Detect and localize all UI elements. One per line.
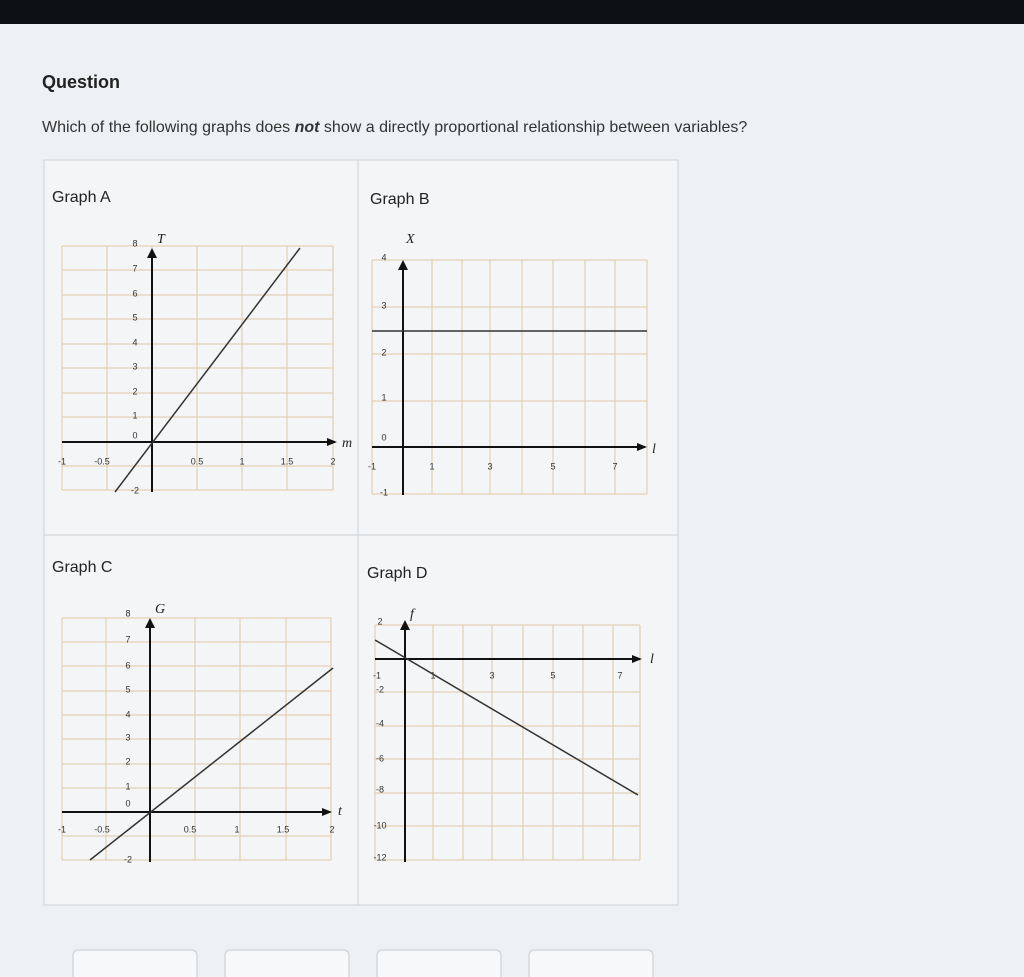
y-tick-label: 3 [125, 732, 130, 742]
y-tick-label: 5 [125, 684, 130, 694]
x-tick-label: -0.5 [94, 824, 110, 834]
answer-buttons [72, 949, 654, 977]
x-tick-label: -1 [373, 670, 381, 680]
y-tick-label: 0 [381, 432, 386, 442]
y-tick-label: -2 [376, 684, 384, 694]
y-tick-label: -1 [380, 487, 388, 497]
y-tick-label: 1 [132, 410, 137, 420]
x-tick-label: -1 [58, 824, 66, 834]
y-tick-label: -4 [376, 718, 384, 728]
x-tick-label: 1.5 [277, 824, 290, 834]
y-tick-label: -12 [373, 852, 386, 862]
answer-button[interactable] [528, 949, 654, 977]
graph-title: Graph A [52, 189, 111, 206]
y-axis-arrow [398, 260, 408, 270]
y-tick-label: 4 [381, 252, 386, 262]
graph: Graph B Xl 4 3 2 1 0 -1 -1 1 3 5 7 [368, 191, 656, 497]
x-tick-label: 0.5 [191, 456, 204, 466]
y-tick-label: 1 [125, 781, 130, 791]
y-tick-label: -2 [124, 854, 132, 864]
x-tick-label: 1 [429, 461, 434, 471]
x-tick-label: 7 [617, 670, 622, 680]
y-tick-label: 2 [125, 756, 130, 766]
y-tick-label: 1 [381, 392, 386, 402]
x-tick-label: 5 [550, 461, 555, 471]
x-tick-label: 3 [489, 670, 494, 680]
x-tick-label: -1 [58, 456, 66, 466]
y-tick-label: 6 [125, 660, 130, 670]
x-axis-label: l [652, 442, 656, 457]
graph: Graph C Gt 8 7 6 5 4 3 2 1 0 -2 -1 -0.5 0.5 1 1.5 2 [52, 559, 343, 864]
y-tick-label: 4 [132, 337, 137, 347]
prompt-text: Which of the following graphs does [42, 119, 290, 136]
y-tick-label: 8 [125, 608, 130, 618]
answer-button[interactable] [72, 949, 198, 977]
prompt-text: show a directly proportional relationshi… [324, 119, 747, 136]
x-tick-label: -0.5 [94, 456, 110, 466]
answer-button[interactable] [224, 949, 350, 977]
graph-title: Graph D [367, 565, 427, 582]
graph-title: Graph B [370, 191, 430, 208]
y-tick-label: 0 [125, 798, 130, 808]
x-tick-label: 0.5 [184, 824, 197, 834]
graph-title: Graph C [52, 559, 112, 576]
y-tick-label: 5 [132, 312, 137, 322]
x-tick-label: 5 [550, 670, 555, 680]
y-tick-label: -10 [373, 820, 386, 830]
x-axis-arrow [632, 655, 642, 663]
y-tick-label: -2 [131, 485, 139, 495]
y-tick-label: -6 [376, 753, 384, 763]
y-axis-label: f [410, 607, 416, 622]
y-tick-label: 2 [381, 347, 386, 357]
x-tick-label: 1 [234, 824, 239, 834]
top-bar [0, 0, 1024, 24]
y-axis-arrow [145, 618, 155, 628]
x-tick-label: 3 [487, 461, 492, 471]
x-axis-arrow [322, 808, 332, 816]
prompt-emphasis: not [295, 119, 321, 136]
x-tick-label: 1 [239, 456, 244, 466]
y-tick-label: 3 [132, 361, 137, 371]
y-tick-label: 3 [381, 300, 386, 310]
answer-button[interactable] [376, 949, 502, 977]
x-axis-label: t [338, 804, 343, 819]
y-tick-label: 0 [132, 430, 137, 440]
x-axis-label: l [650, 652, 654, 667]
y-axis-arrow [147, 248, 157, 258]
x-axis-arrow [637, 443, 647, 451]
y-tick-label: 4 [125, 709, 130, 719]
x-tick-label: 1.5 [281, 456, 294, 466]
y-axis-arrow [400, 620, 410, 630]
y-tick-label: 7 [125, 634, 130, 644]
x-axis-label: m [342, 436, 352, 451]
graph-line [374, 639, 639, 796]
x-tick-label: 2 [329, 824, 334, 834]
x-tick-label: 1 [430, 670, 435, 680]
y-tick-label: -8 [376, 784, 384, 794]
x-axis-arrow [327, 438, 337, 446]
y-axis-label: X [405, 232, 415, 247]
y-tick-label: 7 [132, 263, 137, 273]
x-tick-label: -1 [368, 461, 376, 471]
graph-line [89, 667, 334, 861]
x-tick-label: 7 [612, 461, 617, 471]
question-label: Question [42, 72, 120, 92]
y-tick-label: 6 [132, 288, 137, 298]
y-axis-label: G [155, 602, 165, 617]
graph-line [114, 247, 301, 493]
y-tick-label: 2 [377, 616, 382, 626]
y-axis-label: T [157, 232, 166, 247]
question-prompt: Which of the following graphs does not s… [42, 119, 747, 136]
graph: Graph A Tm 8 7 6 5 4 3 2 1 0 -2 -1 -0.5 0.5 1 1.5 2 [52, 189, 352, 495]
y-tick-label: 8 [132, 238, 137, 248]
graph: Graph D f l 2 -2 -4 -6 -8 -10 -12 -1 1 3 5 7 [367, 565, 654, 862]
y-tick-label: 2 [132, 386, 137, 396]
x-tick-label: 2 [330, 456, 335, 466]
